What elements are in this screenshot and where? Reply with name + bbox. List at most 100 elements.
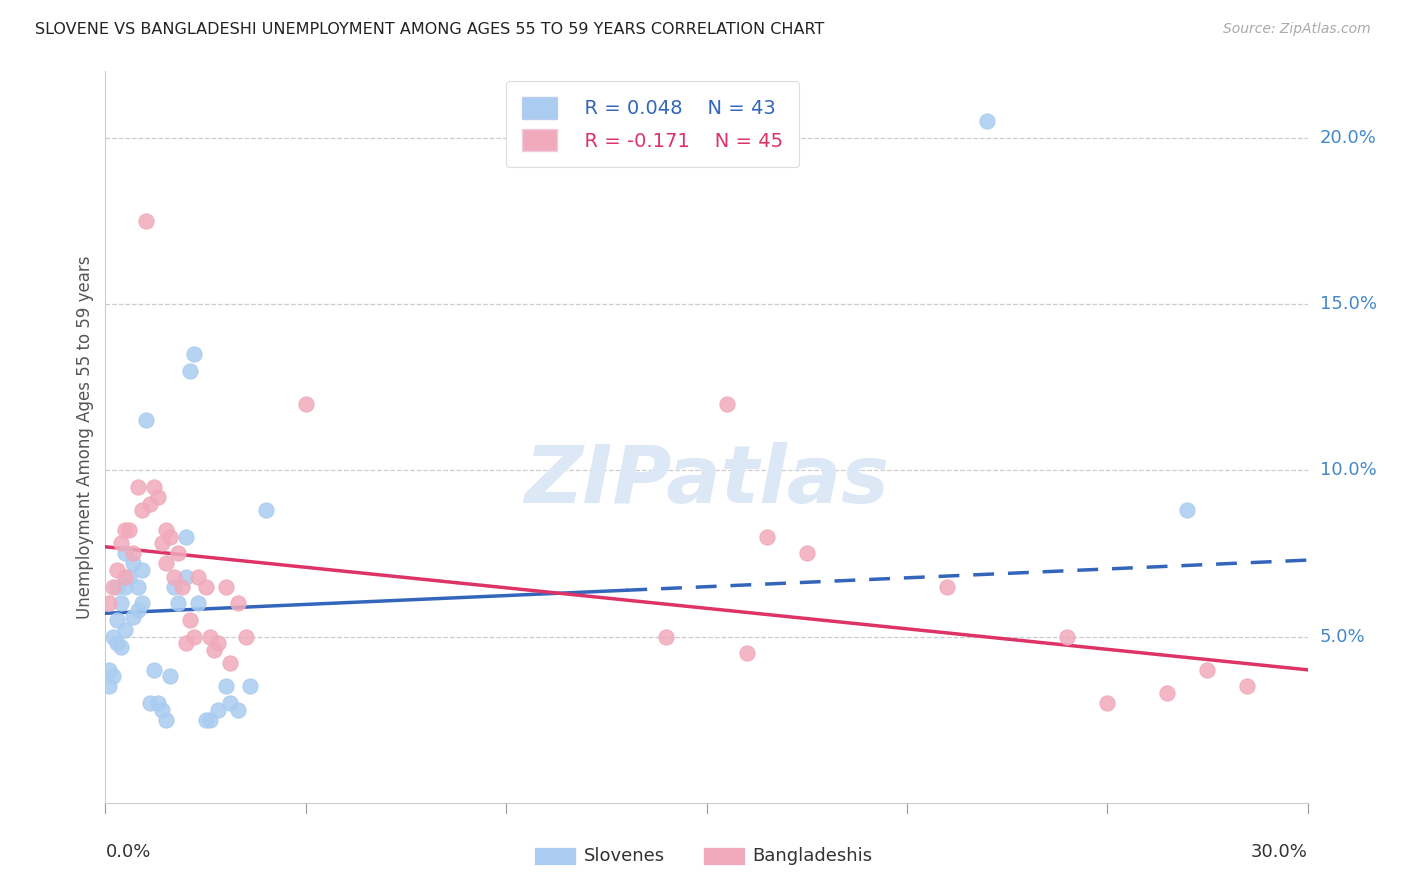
Point <box>239 680 262 694</box>
Text: 15.0%: 15.0% <box>1320 295 1376 313</box>
Point <box>235 630 257 644</box>
Point <box>142 480 165 494</box>
Text: 10.0%: 10.0% <box>1320 461 1376 479</box>
Point <box>135 413 157 427</box>
Point <box>110 536 132 550</box>
Point <box>122 557 145 571</box>
Point <box>162 580 184 594</box>
Point <box>174 530 197 544</box>
Point <box>146 490 169 504</box>
Point <box>166 546 188 560</box>
Point <box>755 530 778 544</box>
Point <box>118 570 141 584</box>
Point <box>187 570 209 584</box>
Point <box>110 596 132 610</box>
Text: 20.0%: 20.0% <box>1320 128 1376 147</box>
Point <box>162 570 184 584</box>
Point <box>107 636 129 650</box>
Text: Slovenes: Slovenes <box>583 847 665 865</box>
Point <box>103 630 125 644</box>
Point <box>114 623 136 637</box>
Point <box>155 713 177 727</box>
Point <box>114 523 136 537</box>
Point <box>107 613 129 627</box>
Point <box>655 630 678 644</box>
Point <box>122 546 145 560</box>
Point <box>114 580 136 594</box>
Text: 30.0%: 30.0% <box>1251 843 1308 861</box>
Point <box>226 703 249 717</box>
Text: 0.0%: 0.0% <box>105 843 150 861</box>
Point <box>155 557 177 571</box>
Point <box>226 596 249 610</box>
Point <box>187 596 209 610</box>
Point <box>103 669 125 683</box>
Point <box>103 580 125 594</box>
Point <box>174 636 197 650</box>
Point <box>127 603 149 617</box>
Point <box>1197 663 1219 677</box>
Point <box>218 656 240 670</box>
Point <box>716 397 738 411</box>
Point <box>174 570 197 584</box>
Point <box>194 580 217 594</box>
Point <box>214 680 236 694</box>
Point <box>735 646 758 660</box>
Point <box>214 580 236 594</box>
Point <box>131 563 153 577</box>
Point <box>179 613 201 627</box>
Point <box>1236 680 1258 694</box>
Point <box>114 546 136 560</box>
Point <box>98 680 121 694</box>
Point <box>179 363 201 377</box>
Text: 5.0%: 5.0% <box>1320 628 1365 646</box>
Text: ZIPatlas: ZIPatlas <box>524 442 889 520</box>
Point <box>207 703 229 717</box>
Point <box>146 696 169 710</box>
Point <box>131 503 153 517</box>
Point <box>1177 503 1199 517</box>
Point <box>150 703 173 717</box>
Point <box>254 503 277 517</box>
Point <box>202 643 225 657</box>
Point <box>194 713 217 727</box>
Point <box>170 580 193 594</box>
Point <box>155 523 177 537</box>
Point <box>131 596 153 610</box>
Point <box>1097 696 1119 710</box>
Point <box>142 663 165 677</box>
Point <box>138 696 160 710</box>
Legend:   R = 0.048    N = 43,   R = -0.171    N = 45: R = 0.048 N = 43, R = -0.171 N = 45 <box>506 81 799 167</box>
Point <box>198 630 221 644</box>
Text: SLOVENE VS BANGLADESHI UNEMPLOYMENT AMONG AGES 55 TO 59 YEARS CORRELATION CHART: SLOVENE VS BANGLADESHI UNEMPLOYMENT AMON… <box>35 22 824 37</box>
Point <box>118 523 141 537</box>
Point <box>138 497 160 511</box>
Text: Bangladeshis: Bangladeshis <box>752 847 872 865</box>
Point <box>150 536 173 550</box>
Point <box>218 696 240 710</box>
Point <box>122 609 145 624</box>
Point <box>198 713 221 727</box>
Point <box>127 480 149 494</box>
Point <box>127 580 149 594</box>
Point <box>796 546 818 560</box>
Point <box>114 570 136 584</box>
Point <box>107 563 129 577</box>
Point <box>166 596 188 610</box>
Point <box>936 580 959 594</box>
Point <box>135 214 157 228</box>
Point <box>159 669 181 683</box>
Point <box>183 630 205 644</box>
Point <box>1056 630 1078 644</box>
Y-axis label: Unemployment Among Ages 55 to 59 years: Unemployment Among Ages 55 to 59 years <box>76 255 94 619</box>
Point <box>107 580 129 594</box>
Point <box>110 640 132 654</box>
Point <box>207 636 229 650</box>
Point <box>98 596 121 610</box>
Point <box>1156 686 1178 700</box>
Point <box>183 347 205 361</box>
Point <box>295 397 318 411</box>
Point <box>98 663 121 677</box>
Point <box>976 114 998 128</box>
Text: Source: ZipAtlas.com: Source: ZipAtlas.com <box>1223 22 1371 37</box>
